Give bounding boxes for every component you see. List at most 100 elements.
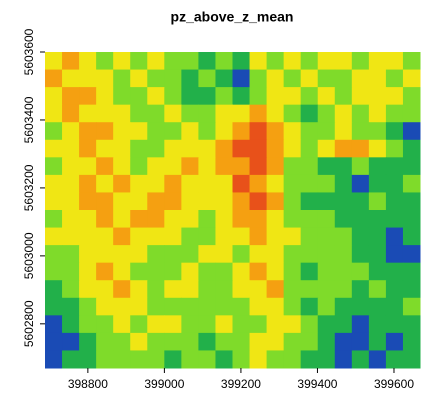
raster-cell xyxy=(130,174,148,193)
raster-cell xyxy=(249,332,268,351)
raster-cell xyxy=(232,87,251,106)
raster-cell xyxy=(317,332,336,351)
raster-cell xyxy=(317,245,336,264)
raster-cell xyxy=(283,245,302,264)
raster-cell xyxy=(351,245,370,264)
raster-cell xyxy=(232,157,251,176)
raster-cell xyxy=(317,227,336,246)
raster-cell xyxy=(385,227,404,246)
raster-cell xyxy=(113,245,131,264)
raster-cell xyxy=(351,262,370,281)
raster-cell xyxy=(266,139,285,158)
raster-cell xyxy=(96,157,114,176)
raster-cell xyxy=(130,297,148,316)
raster-cell xyxy=(385,52,404,71)
raster-cell xyxy=(249,157,268,176)
raster-cell xyxy=(181,280,199,299)
raster-cell xyxy=(351,157,370,176)
raster-cell xyxy=(79,332,97,351)
raster-cell xyxy=(198,174,216,193)
raster-cell xyxy=(79,69,97,88)
raster-cell xyxy=(249,350,268,369)
raster-cell xyxy=(334,280,353,299)
raster-cell xyxy=(147,332,165,351)
raster-cell xyxy=(334,192,353,211)
raster-cell xyxy=(368,245,387,264)
raster-cell xyxy=(147,297,165,316)
raster-cell xyxy=(300,87,319,106)
raster-cell xyxy=(385,192,404,211)
raster-cell xyxy=(62,350,80,369)
raster-cell xyxy=(198,227,216,246)
raster-cell xyxy=(300,69,319,88)
raster-cell xyxy=(215,52,233,71)
raster-cell xyxy=(113,69,131,88)
raster-cell xyxy=(215,227,233,246)
raster-cell xyxy=(96,192,114,211)
raster-cell xyxy=(164,87,182,106)
raster-cell xyxy=(79,192,97,211)
raster-cell xyxy=(317,297,336,316)
raster-cell xyxy=(164,315,182,334)
raster-cell xyxy=(45,297,63,316)
raster-cell xyxy=(368,192,387,211)
raster-cell xyxy=(181,174,199,193)
raster-cell xyxy=(96,87,114,106)
raster-cell xyxy=(113,104,131,123)
raster-cell xyxy=(147,104,165,123)
raster-cell xyxy=(198,69,216,88)
raster-cell xyxy=(215,262,233,281)
raster-cell xyxy=(249,227,268,246)
raster-cell xyxy=(266,174,285,193)
raster-cell xyxy=(147,87,165,106)
raster-cell xyxy=(368,69,387,88)
raster-cell xyxy=(300,280,319,299)
x-tick-label: 399200 xyxy=(221,377,261,391)
raster-cell xyxy=(62,104,80,123)
raster-cell xyxy=(130,139,148,158)
raster-cell xyxy=(317,52,336,71)
raster-cell xyxy=(45,210,63,229)
raster-cell xyxy=(351,332,370,351)
raster-cell xyxy=(317,69,336,88)
raster-cell xyxy=(79,52,97,71)
raster-cell xyxy=(402,157,421,176)
raster-cell xyxy=(368,315,387,334)
raster-cell xyxy=(147,227,165,246)
raster-cell xyxy=(62,297,80,316)
raster-cell xyxy=(266,227,285,246)
raster-cell xyxy=(181,157,199,176)
raster-cell xyxy=(368,332,387,351)
raster-cell xyxy=(113,174,131,193)
raster-cell xyxy=(334,227,353,246)
raster-cell xyxy=(368,87,387,106)
raster-cell xyxy=(181,227,199,246)
raster-cell xyxy=(215,315,233,334)
raster-cell xyxy=(351,350,370,369)
raster-cell xyxy=(62,122,80,141)
raster-cell xyxy=(317,280,336,299)
raster-cell xyxy=(215,174,233,193)
raster-cell xyxy=(45,262,63,281)
raster-cell xyxy=(283,69,302,88)
raster-cell xyxy=(351,315,370,334)
raster-cell xyxy=(96,104,114,123)
raster-cell xyxy=(164,157,182,176)
raster-cell xyxy=(300,350,319,369)
raster-cell xyxy=(266,315,285,334)
raster-cell xyxy=(164,350,182,369)
raster-cell xyxy=(351,104,370,123)
raster-cell xyxy=(266,157,285,176)
raster-cell xyxy=(351,174,370,193)
raster-cell xyxy=(317,122,336,141)
raster-cell xyxy=(300,245,319,264)
raster-cell xyxy=(266,52,285,71)
raster-cell xyxy=(130,245,148,264)
raster-cell xyxy=(113,52,131,71)
raster-cell xyxy=(266,262,285,281)
raster-cell xyxy=(249,262,268,281)
raster-cell xyxy=(198,87,216,106)
raster-cell xyxy=(96,262,114,281)
raster-cell xyxy=(402,245,421,264)
raster-cell xyxy=(113,332,131,351)
